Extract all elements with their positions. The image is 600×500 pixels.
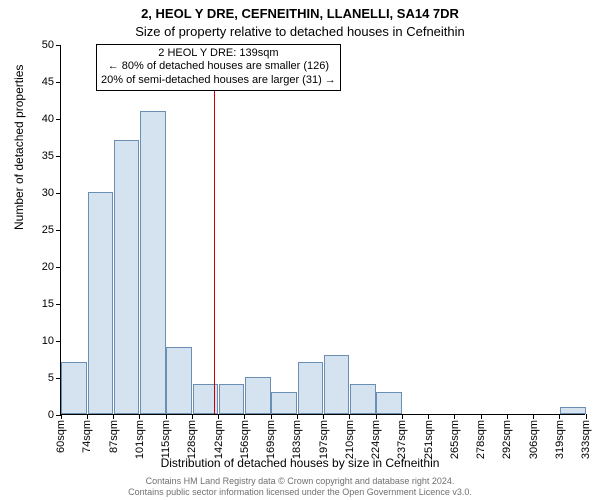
ytick-label: 40 (42, 113, 54, 125)
xtick-mark (192, 414, 193, 419)
xtick-label: 183sqm (291, 420, 303, 459)
reference-line (214, 45, 215, 414)
ytick-label: 0 (48, 409, 54, 421)
ytick-mark (56, 193, 61, 194)
footer-attribution: Contains HM Land Registry data © Crown c… (0, 476, 600, 498)
title-line-1: 2, HEOL Y DRE, CEFNEITHIN, LLANELLI, SA1… (0, 6, 600, 21)
histogram-bar (61, 362, 87, 414)
annotation-box: 2 HEOL Y DRE: 139sqm← 80% of detached ho… (96, 44, 341, 91)
xtick-label: 210sqm (344, 420, 356, 459)
histogram-bar (219, 384, 245, 414)
xtick-mark (113, 414, 114, 419)
footer-line-1: Contains HM Land Registry data © Crown c… (0, 476, 600, 487)
xtick-label: 128sqm (186, 420, 198, 459)
xtick-mark (559, 414, 560, 419)
xtick-label: 101sqm (134, 420, 146, 459)
xtick-label: 115sqm (160, 420, 172, 458)
xtick-mark (402, 414, 403, 419)
histogram-bar (324, 355, 350, 414)
xtick-label: 333sqm (580, 420, 592, 459)
histogram-bar (376, 392, 402, 414)
histogram-bar (271, 392, 297, 414)
xtick-mark (218, 414, 219, 419)
xtick-label: 60sqm (55, 420, 67, 453)
xtick-label: 292sqm (501, 420, 513, 459)
histogram-bar (114, 140, 140, 414)
xtick-mark (481, 414, 482, 419)
xtick-label: 278sqm (475, 420, 487, 459)
ytick-label: 30 (42, 187, 54, 199)
ytick-mark (56, 119, 61, 120)
xtick-label: 265sqm (449, 420, 461, 459)
xtick-mark (323, 414, 324, 419)
ytick-mark (56, 230, 61, 231)
xtick-mark (61, 414, 62, 419)
title-line-2: Size of property relative to detached ho… (0, 24, 600, 39)
ytick-label: 45 (42, 76, 54, 88)
histogram-bar (166, 347, 192, 414)
annotation-line: 20% of semi-detached houses are larger (… (101, 74, 336, 88)
ytick-label: 20 (42, 261, 54, 273)
xtick-label: 319sqm (554, 420, 566, 459)
xtick-mark (376, 414, 377, 419)
xtick-mark (166, 414, 167, 419)
ytick-mark (56, 341, 61, 342)
ytick-mark (56, 82, 61, 83)
xtick-mark (297, 414, 298, 419)
xtick-label: 156sqm (239, 420, 251, 459)
xtick-mark (454, 414, 455, 419)
y-axis-label: Number of detached properties (12, 65, 26, 230)
ytick-mark (56, 45, 61, 46)
xtick-mark (586, 414, 587, 419)
histogram-bar (560, 407, 586, 414)
ytick-label: 5 (48, 372, 54, 384)
xtick-mark (428, 414, 429, 419)
histogram-bar (298, 362, 324, 414)
footer-line-2: Contains public sector information licen… (0, 487, 600, 498)
xtick-label: 306sqm (528, 420, 540, 459)
xtick-label: 197sqm (318, 420, 330, 459)
ytick-label: 50 (42, 39, 54, 51)
xtick-label: 74sqm (81, 420, 93, 453)
ytick-mark (56, 304, 61, 305)
ytick-label: 35 (42, 150, 54, 162)
ytick-mark (56, 378, 61, 379)
histogram-bar (140, 111, 166, 414)
xtick-mark (271, 414, 272, 419)
xtick-label: 142sqm (213, 420, 225, 459)
xtick-label: 237sqm (396, 420, 408, 459)
ytick-mark (56, 267, 61, 268)
annotation-line: ← 80% of detached houses are smaller (12… (101, 60, 336, 74)
ytick-label: 15 (42, 298, 54, 310)
histogram-bar (88, 192, 114, 414)
annotation-line: 2 HEOL Y DRE: 139sqm (101, 47, 336, 61)
xtick-label: 251sqm (423, 420, 435, 459)
xtick-label: 224sqm (370, 420, 382, 459)
x-axis-label: Distribution of detached houses by size … (0, 456, 600, 470)
histogram-bar (350, 384, 376, 414)
ytick-label: 25 (42, 224, 54, 236)
xtick-mark (507, 414, 508, 419)
xtick-mark (349, 414, 350, 419)
xtick-mark (244, 414, 245, 419)
xtick-mark (87, 414, 88, 419)
xtick-mark (139, 414, 140, 419)
xtick-label: 87sqm (108, 420, 120, 453)
histogram-bar (245, 377, 271, 414)
xtick-mark (533, 414, 534, 419)
chart-plot-area: 0510152025303540455060sqm74sqm87sqm101sq… (60, 45, 585, 415)
ytick-mark (56, 156, 61, 157)
ytick-label: 10 (42, 335, 54, 347)
xtick-label: 169sqm (265, 420, 277, 459)
